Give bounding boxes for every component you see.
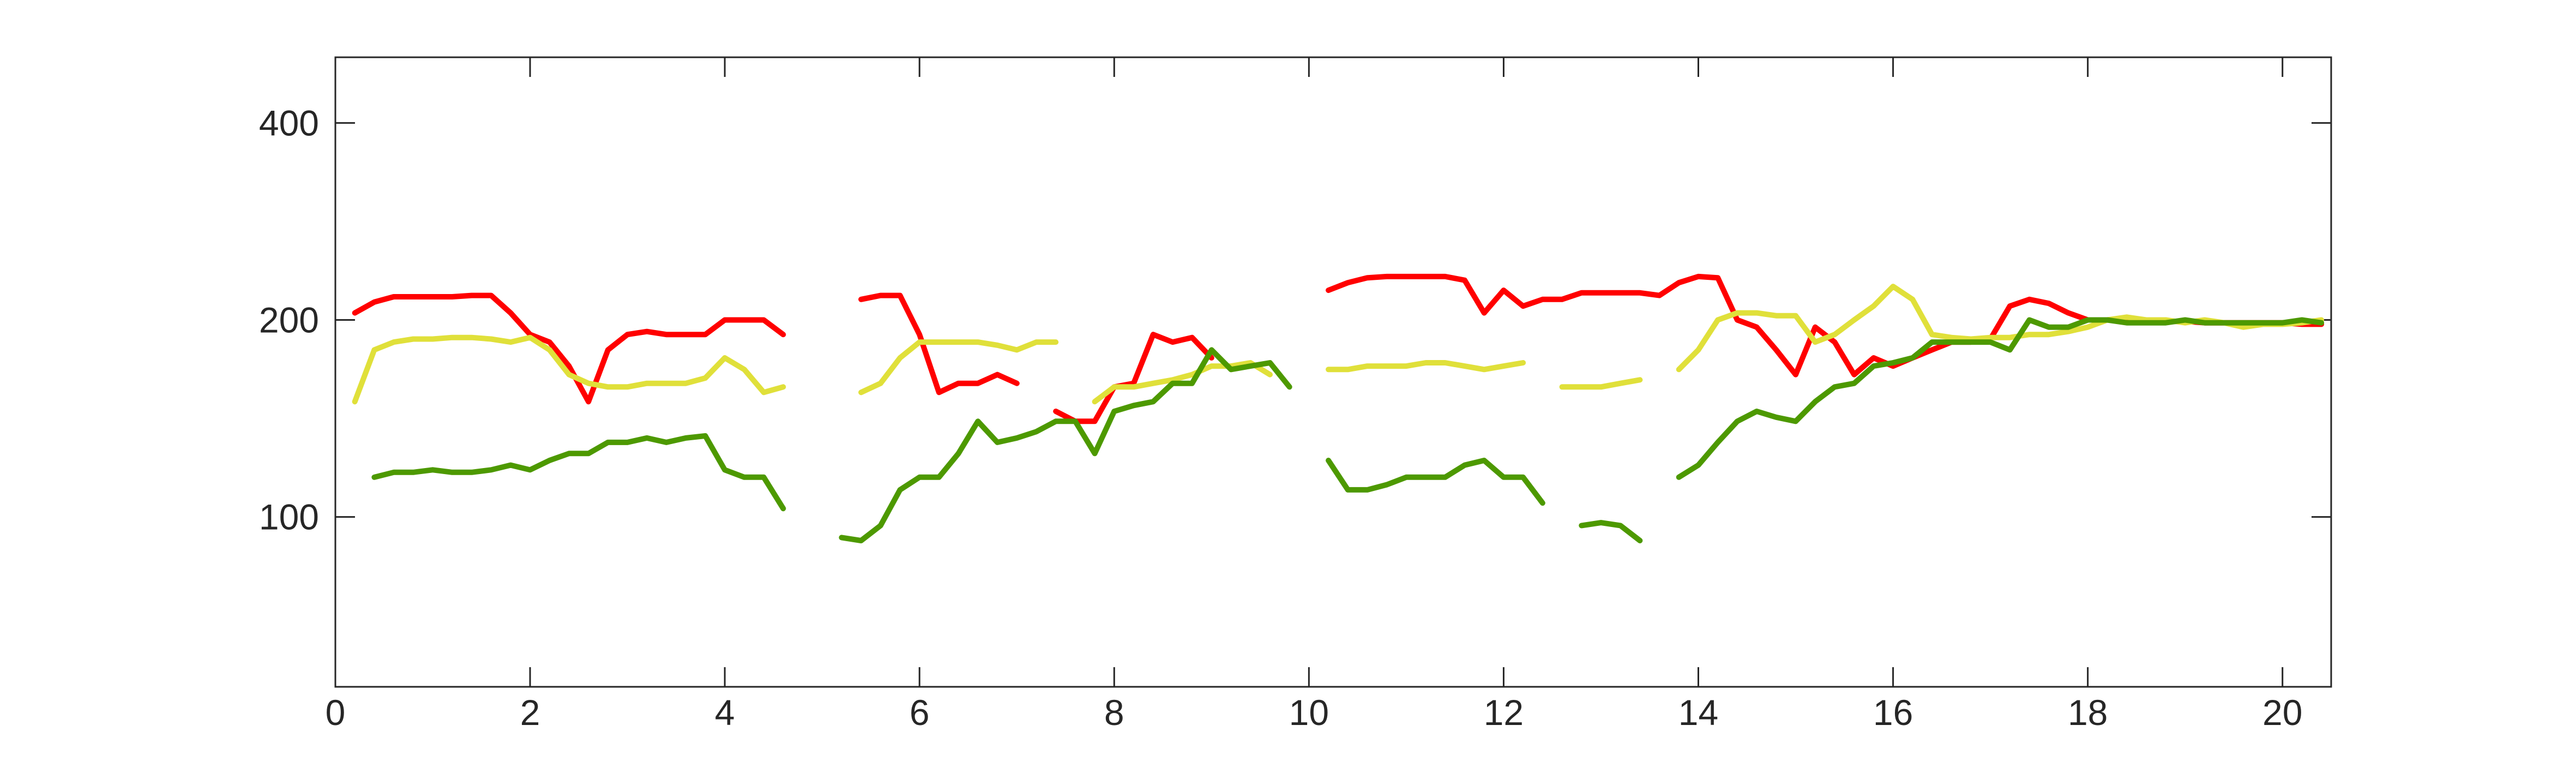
x-tick-label: 18 (2068, 692, 2108, 733)
x-tick-label: 0 (326, 692, 346, 733)
x-tick-label: 2 (520, 692, 540, 733)
y-tick-label: 400 (259, 103, 319, 143)
y-tick-label: 200 (259, 299, 319, 340)
x-tick-label: 4 (715, 692, 735, 733)
x-tick-label: 10 (1289, 692, 1329, 733)
data-line (352, 284, 2325, 405)
y-tick-label: 100 (259, 497, 319, 537)
x-tick-label: 6 (910, 692, 930, 733)
x-tick-label: 14 (1678, 692, 1718, 733)
x-tick-label: 8 (1104, 692, 1124, 733)
x-tick-label: 12 (1484, 692, 1524, 733)
x-tick-label: 20 (2262, 692, 2302, 733)
x-tick-label: 16 (1873, 692, 1913, 733)
data-line (371, 317, 2325, 543)
data-line (352, 273, 2325, 424)
